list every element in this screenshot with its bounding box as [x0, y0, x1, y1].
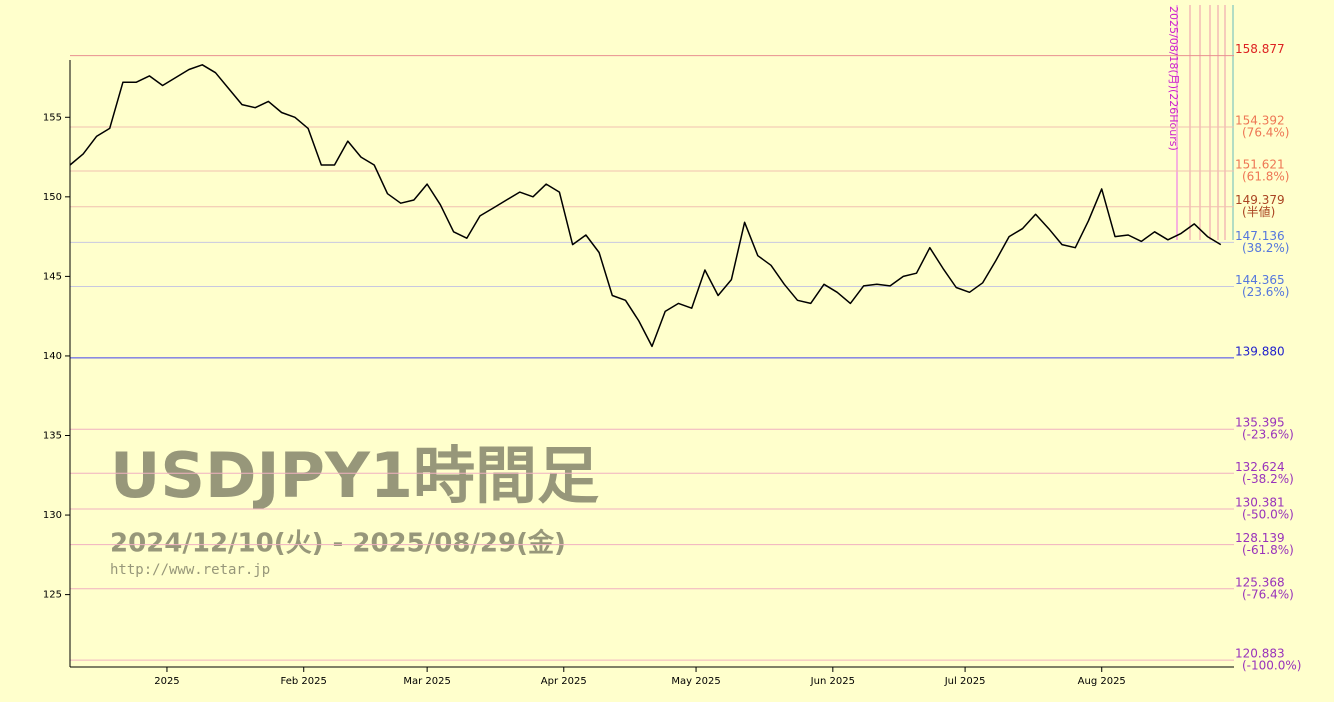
y-tick-label: 155 — [43, 112, 62, 123]
level-ratio: (-100.0%) — [1242, 659, 1301, 673]
level-label: 120.883 — [1235, 647, 1285, 661]
y-tick-label: 150 — [43, 192, 62, 203]
level-ratio: (61.8%) — [1242, 170, 1289, 184]
level-label: 139.880 — [1235, 344, 1285, 358]
x-tick-label: Jul 2025 — [944, 676, 986, 687]
level-ratio: (-61.8%) — [1242, 543, 1294, 557]
level-ratio: (-38.2%) — [1242, 472, 1294, 486]
level-ratio: (-23.6%) — [1242, 428, 1294, 442]
x-tick-label: Feb 2025 — [281, 676, 327, 687]
x-tick-label: Jun 2025 — [810, 676, 855, 687]
y-tick-label: 135 — [43, 430, 62, 441]
level-label: 128.139 — [1235, 531, 1285, 545]
level-label: 149.379 — [1235, 193, 1285, 207]
level-label: 130.381 — [1235, 495, 1285, 509]
level-label: 154.392 — [1235, 113, 1285, 127]
y-tick-label: 140 — [43, 351, 62, 362]
watermark-title: USDJPY1時間足 — [110, 439, 599, 512]
level-label: 147.136 — [1235, 229, 1285, 243]
level-ratio: (-76.4%) — [1242, 587, 1294, 601]
level-ratio: (76.4%) — [1242, 125, 1289, 139]
x-tick-label: Apr 2025 — [541, 676, 587, 687]
level-ratio: (38.2%) — [1242, 241, 1289, 255]
level-ratio: (23.6%) — [1242, 285, 1289, 299]
watermark-url: http://www.retar.jp — [110, 562, 270, 578]
y-tick-label: 145 — [43, 271, 62, 282]
price-line — [69, 64, 1222, 348]
annotation-lines — [1176, 5, 1234, 240]
level-label: 144.365 — [1235, 273, 1285, 287]
y-tick-label: 125 — [43, 590, 62, 601]
level-label: 125.368 — [1235, 575, 1285, 589]
level-ratio: (半値) — [1242, 204, 1275, 219]
x-tick-label: May 2025 — [671, 676, 720, 687]
watermark-period: 2024/12/10(火) - 2025/08/29(金) — [110, 528, 566, 559]
level-label: 151.621 — [1235, 158, 1285, 172]
y-tick-label: 130 — [43, 510, 62, 521]
annotation: 2025/08/18(月)(226Hours) — [1167, 6, 1180, 151]
level-label: 132.624 — [1235, 460, 1285, 474]
x-tick-label: 2025 — [154, 676, 179, 687]
level-label: 135.395 — [1235, 416, 1285, 430]
level-ratio: (-50.0%) — [1242, 507, 1294, 521]
x-tick-label: Aug 2025 — [1078, 676, 1126, 687]
level-label: 158.877 — [1235, 42, 1285, 56]
x-tick-label: Mar 2025 — [403, 676, 451, 687]
